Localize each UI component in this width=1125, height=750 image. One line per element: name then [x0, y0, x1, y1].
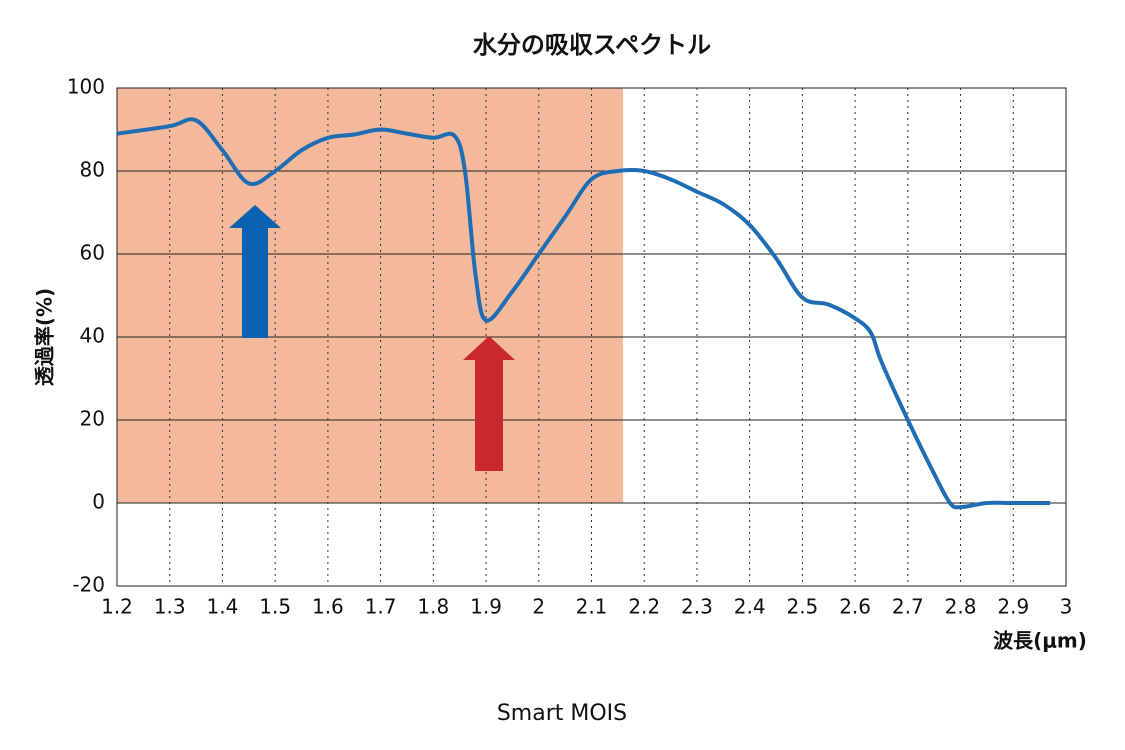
y-tick-label: 60	[80, 241, 105, 265]
x-tick-label: 1.8	[417, 595, 449, 619]
chart-title: 水分の吸収スペクトル	[473, 31, 711, 59]
x-tick-label: 2.3	[681, 595, 713, 619]
highlight-region	[117, 88, 624, 503]
x-tick-label: 1.5	[259, 595, 291, 619]
y-tick-label: 0	[92, 490, 105, 514]
x-tick-label: 1.2	[101, 595, 133, 619]
data-layer	[116, 117, 1051, 510]
x-tick-label: 2	[532, 595, 545, 619]
x-tick-label: 2.8	[945, 595, 977, 619]
y-tick-label: 80	[80, 158, 105, 182]
footer: Smart MOIS	[497, 701, 627, 726]
x-axis-label: 波長(μm)	[993, 629, 1087, 653]
x-tick-label: 2.5	[786, 595, 818, 619]
x-tick-label: 1.3	[154, 595, 186, 619]
x-tick-label: 2.7	[892, 595, 924, 619]
x-tick-label: 2.6	[839, 595, 871, 619]
y-tick-label: -20	[72, 573, 105, 597]
background-layer	[117, 88, 624, 503]
y-axis-label: 透過率(%)	[33, 288, 57, 386]
x-tick-label: 1.4	[207, 595, 239, 619]
x-tick-label: 2.2	[628, 595, 660, 619]
y-tick-label: 100	[67, 75, 105, 99]
x-tick-label: 2.4	[734, 595, 766, 619]
x-tick-label: 2.1	[576, 595, 608, 619]
y-tick-label: 40	[80, 324, 105, 348]
y-tick-label: 20	[80, 407, 105, 431]
plot-frame	[116, 87, 1067, 587]
blue-arrow	[229, 205, 281, 338]
x-tick-label: 1.9	[470, 595, 502, 619]
x-tick-label: 2.9	[997, 595, 1029, 619]
x-tick-label: 3	[1060, 595, 1073, 619]
x-tick-label: 1.6	[312, 595, 344, 619]
x-tick-label: 1.7	[365, 595, 397, 619]
spectrum-line	[116, 117, 1051, 510]
red-arrow	[463, 336, 515, 471]
